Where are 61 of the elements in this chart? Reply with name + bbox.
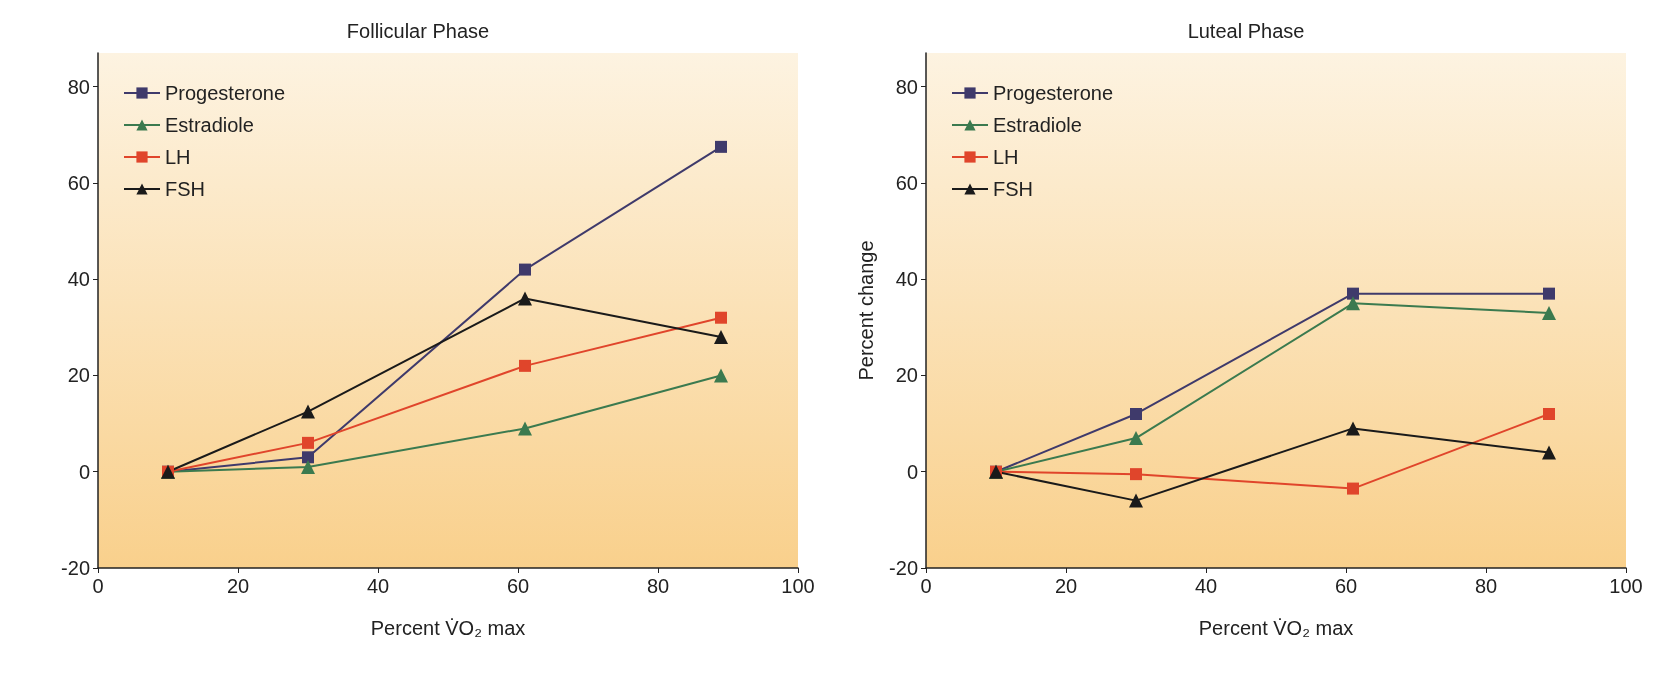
y-tick-label: 60: [67, 171, 90, 194]
legend-label: LH: [165, 146, 191, 168]
legend-label: Estradiole: [993, 114, 1082, 136]
point: [519, 359, 531, 372]
x-tick-label: 80: [1474, 575, 1498, 597]
point: [1347, 482, 1359, 495]
point: [715, 311, 727, 324]
x-tick-label: 20: [226, 575, 250, 597]
x-tick-label: 20: [1054, 575, 1078, 597]
x-tick-label: 0: [920, 575, 932, 597]
legend-label: FSH: [993, 178, 1033, 200]
point: [518, 291, 532, 306]
point: [1346, 296, 1360, 311]
y-tick-label: 0: [906, 460, 918, 483]
y-tick-label: 40: [67, 268, 90, 291]
point: [1130, 407, 1142, 420]
point: [1542, 305, 1556, 320]
legend-label: LH: [993, 146, 1019, 168]
x-axis-title: Percent V̇O₂ max: [370, 617, 526, 639]
x-tick-label: 60: [1334, 575, 1358, 597]
y-tick-label: -20: [61, 557, 90, 579]
x-tick-label: 100: [781, 575, 815, 597]
point: [518, 421, 532, 436]
x-tick-label: 80: [646, 575, 670, 597]
x-tick-label: 100: [1609, 575, 1643, 597]
y-tick-label: 40: [895, 268, 918, 291]
point: [301, 459, 315, 474]
point: [302, 451, 314, 464]
x-tick-label: 40: [1194, 575, 1218, 597]
point: [1129, 431, 1143, 446]
x-axis-title: Percent V̇O₂ max: [1198, 617, 1354, 639]
legend-label: Progesterone: [993, 82, 1114, 104]
y-tick-label: 80: [895, 75, 918, 98]
point: [301, 404, 315, 419]
point: [1129, 493, 1143, 508]
x-tick-label: 0: [92, 575, 104, 597]
y-tick-label: 20: [67, 364, 90, 387]
chart-title: Luteal Phase: [1187, 20, 1305, 42]
point: [1543, 287, 1555, 300]
point: [1542, 445, 1556, 460]
point: [714, 368, 728, 383]
chart-title: Follicular Phase: [346, 20, 490, 42]
y-tick-label: 80: [67, 75, 90, 98]
y-axis-title: Percent change: [855, 240, 877, 381]
legend-label: FSH: [165, 178, 205, 200]
y-tick-label: 20: [895, 364, 918, 387]
point: [519, 263, 531, 276]
point: [1543, 407, 1555, 420]
x-tick-label: 60: [506, 575, 530, 597]
legend-label: Estradiole: [165, 114, 254, 136]
legend-label: Progesterone: [165, 82, 286, 104]
point: [1346, 421, 1360, 436]
point: [302, 436, 314, 449]
y-tick-label: 60: [895, 171, 918, 194]
point: [1347, 287, 1359, 300]
y-tick-label: 0: [78, 460, 90, 483]
y-tick-label: -20: [889, 557, 918, 579]
point: [714, 329, 728, 344]
point: [1130, 468, 1142, 481]
x-tick-label: 40: [366, 575, 390, 597]
point: [715, 140, 727, 153]
